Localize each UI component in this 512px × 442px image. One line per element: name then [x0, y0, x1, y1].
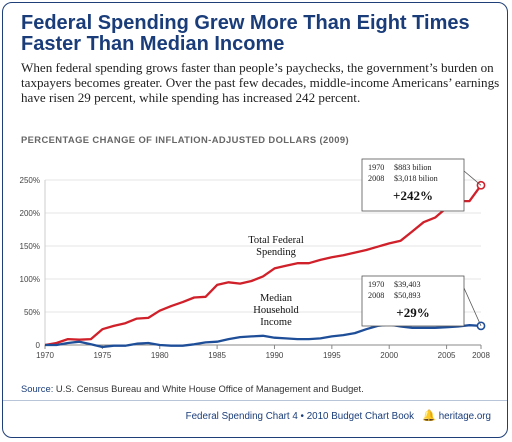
- x-tick-label: 2005: [438, 351, 456, 360]
- footer-text: Federal Spending Chart 4 • 2010 Budget C…: [185, 411, 414, 422]
- source-note: Source: U.S. Census Bureau and White Hou…: [21, 383, 364, 394]
- series-label-1: Median: [260, 293, 293, 304]
- y-tick-label: 100%: [20, 275, 40, 284]
- chart-subtitle: PERCENTAGE CHANGE OF INFLATION-ADJUSTED …: [21, 134, 350, 145]
- footer: Federal Spending Chart 4 • 2010 Budget C…: [186, 409, 491, 422]
- callout-value: $883 bilion: [394, 163, 432, 172]
- x-tick-label: 2008: [472, 351, 490, 360]
- footer-divider: [3, 400, 507, 401]
- callout-value: $3,018 bilion: [394, 174, 438, 183]
- y-tick-label: 250%: [20, 176, 40, 185]
- source-text: U.S. Census Bureau and White House Offic…: [53, 383, 364, 394]
- callout-year: 2008: [368, 174, 384, 183]
- callout-leader-0: [463, 170, 482, 186]
- callout-change: +242%: [393, 188, 433, 203]
- y-tick-label: 0: [36, 341, 41, 350]
- series-label-0: Total Federal: [248, 235, 304, 246]
- callout-box-0: [361, 158, 465, 212]
- callout-change: +29%: [396, 305, 429, 320]
- callout-year: 1970: [368, 280, 384, 289]
- intro-text: When federal spending grows faster than …: [21, 60, 500, 105]
- callout-box-1: [361, 275, 465, 327]
- callout-year: 2008: [368, 291, 384, 300]
- y-tick-label: 50%: [24, 308, 40, 317]
- chart-title: Federal Spending Grew More Than Eight Ti…: [21, 12, 470, 55]
- x-tick-label: 1980: [151, 351, 169, 360]
- footer-org[interactable]: heritage.org: [438, 411, 491, 422]
- x-tick-label: 1970: [36, 351, 54, 360]
- y-tick-label: 200%: [20, 209, 40, 218]
- x-tick-label: 1985: [208, 351, 226, 360]
- x-tick-label: 2000: [380, 351, 398, 360]
- series-line-1: [45, 323, 482, 349]
- line-chart: 0 50% 100% 150% 200% 250% 1970 1975 1980 1985 1990…: [20, 158, 490, 360]
- callout-value: $39,403: [394, 280, 421, 289]
- x-tick-label: 1995: [323, 351, 341, 360]
- chart-card: Federal Spending Grew More Than Eight Ti…: [2, 2, 508, 438]
- callout-value: $50,893: [394, 291, 421, 300]
- series-label-1: Household: [253, 305, 299, 316]
- series-line-0: [44, 184, 482, 347]
- callout-leader-1: [463, 287, 482, 327]
- y-tick-label: 150%: [20, 242, 40, 251]
- x-tick-label: 1990: [266, 351, 284, 360]
- series-label-0: Spending: [256, 247, 296, 258]
- liberty-bell-icon: 🔔: [422, 410, 436, 422]
- callout-year: 1970: [368, 163, 384, 172]
- source-label: Source:: [21, 383, 54, 394]
- series-label-1: Income: [260, 317, 292, 328]
- x-tick-label: 1975: [93, 351, 111, 360]
